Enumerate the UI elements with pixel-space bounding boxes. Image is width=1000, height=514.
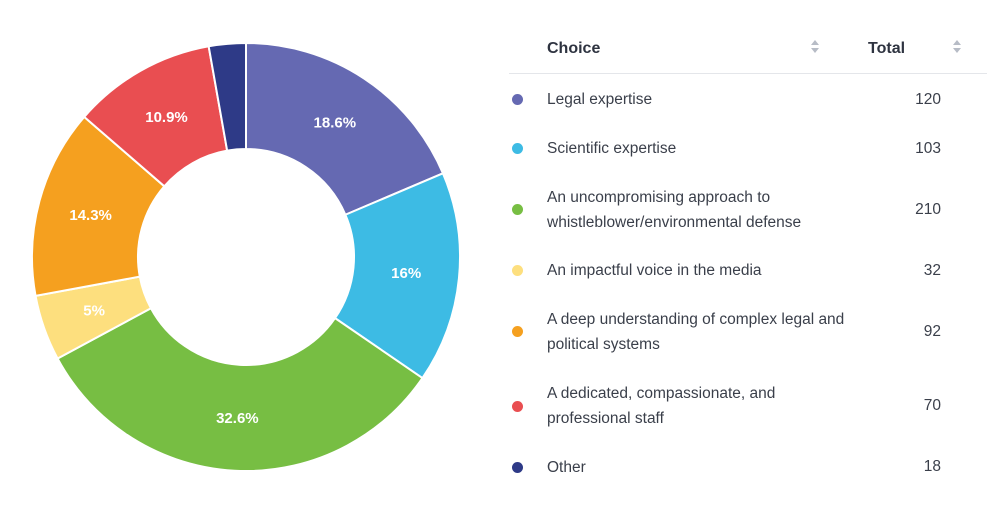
row-choice-label: Scientific expertise [547,140,677,157]
slice-percent-label: 18.6% [314,115,357,132]
row-total-value: 120 [915,90,941,108]
row-total-value: 210 [915,200,941,218]
row-total-value: 70 [923,397,941,414]
table-row[interactable]: Other 18 [509,443,987,491]
donut-slice[interactable] [207,41,247,152]
slice-percent-label: 14.3% [69,207,112,224]
row-choice-label: Legal expertise [547,91,653,108]
total-column-header[interactable]: Total [868,40,906,57]
slice-percent-label: 16% [391,265,421,282]
legend-dot-icon [512,400,523,412]
row-total-value: 92 [923,322,941,340]
legend-dot-icon [512,461,523,473]
table-header: Choice Total [509,26,987,74]
legend-dot-icon [512,143,523,154]
legend-dot-icon [512,326,523,337]
row-total-value: 18 [923,458,941,475]
choice-column-header[interactable]: Choice [547,40,601,57]
slice-percent-label: 32.6% [216,410,259,427]
donut-chart-svg: 18.6% 16% 32.6% 5% 14.3% 10.9% [31,41,461,472]
donut-slice[interactable] [333,171,461,380]
legend-dot-icon [512,204,523,215]
row-choice-label: An impactful voice in the media [547,262,762,279]
table-row[interactable]: A deep understanding of complex legal an… [509,294,987,369]
donut-slice[interactable] [245,41,445,217]
legend-dot-icon [512,94,523,105]
row-total-value: 103 [915,139,941,157]
table-body: Legal expertise 120 Scientific expertise 10… [509,74,987,491]
table-row[interactable]: An impactful voice in the media 32 [509,247,987,294]
slice-percent-label: 5% [83,302,105,319]
row-choice-label: An uncompromising approach to whistleblo… [547,188,802,231]
donut-slice[interactable] [56,306,424,472]
row-total-value: 32 [923,261,941,279]
sort-choice-icon[interactable] [811,40,819,54]
sort-total-icon[interactable] [953,40,961,54]
table-row[interactable]: Legal expertise 120 [509,74,987,125]
row-choice-label: A deep understanding of complex legal an… [547,310,845,353]
table-row[interactable]: Scientific expertise 103 [509,125,987,172]
slice-percent-label: 10.9% [145,109,188,126]
table-row[interactable]: A dedicated, compassionate, and professi… [509,369,987,443]
donut-chart: 18.6% 16% 32.6% 5% 14.3% 10.9% [31,41,461,472]
row-choice-label: A dedicated, compassionate, and professi… [547,385,776,427]
table-row[interactable]: An uncompromising approach to whistleblo… [509,172,987,247]
row-choice-label: Other [547,458,586,476]
legend-dot-icon [512,265,523,276]
results-table: Choice Total Legal expertise 120 Scientifi… [509,26,987,491]
